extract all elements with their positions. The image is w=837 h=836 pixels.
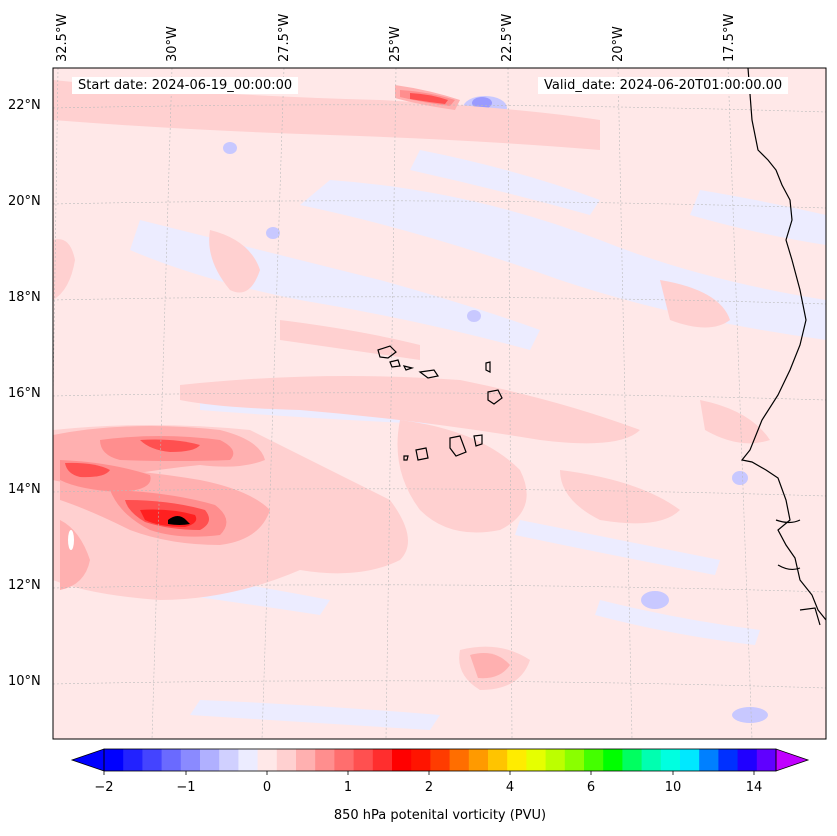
lat-label: 22°N <box>8 98 41 113</box>
lat-label: 16°N <box>8 386 41 401</box>
positive-pv-areas <box>53 80 770 690</box>
colorbar-tick: 0 <box>262 780 272 795</box>
colorbar-cell <box>276 749 297 771</box>
colorbar-cell <box>660 749 681 771</box>
colorbar-cell <box>372 749 393 771</box>
colorbar-cell <box>718 749 739 771</box>
colorbar-cell <box>430 749 451 771</box>
max-pv-blob <box>168 516 190 525</box>
colorbar-cell <box>315 749 335 771</box>
colorbar-cell <box>699 749 719 771</box>
colorbar-tick: −1 <box>176 780 196 795</box>
lat-label: 12°N <box>8 578 41 593</box>
colorbar-under-arrow <box>72 749 104 771</box>
lat-label: 10°N <box>8 674 41 689</box>
colorbar-cell <box>526 749 547 771</box>
colorbar-cell <box>737 749 758 771</box>
colorbar-tick: 2 <box>424 780 434 795</box>
colorbar-tick: 1 <box>343 780 353 795</box>
african-coastline <box>740 68 826 621</box>
colorbar-cell <box>449 749 470 771</box>
start-date-label: Start date: 2024-06-19_00:00:00 <box>72 77 299 94</box>
colorbar-tick: 4 <box>505 780 515 795</box>
colorbar-cell <box>641 749 662 771</box>
colorbar-cell <box>296 749 316 771</box>
colorbar-cell <box>488 749 508 771</box>
lat-label: 18°N <box>8 290 41 305</box>
lat-label: 14°N <box>8 482 41 497</box>
colorbar-cell <box>353 749 374 771</box>
colorbar-cell <box>603 749 623 771</box>
colorbar-tick: 6 <box>586 780 596 795</box>
colorbar-cell <box>180 749 201 771</box>
colorbar-cell <box>238 749 259 771</box>
colorbar-label: 850 hPa potenital vorticity (PVU) <box>333 808 547 823</box>
colorbar-tick: 10 <box>664 780 682 795</box>
colorbar-cell <box>680 749 700 771</box>
colorbar-cell <box>219 749 239 771</box>
colorbar-cell <box>468 749 489 771</box>
colorbar-cell <box>104 749 124 771</box>
colorbar-cell <box>564 749 585 771</box>
colorbar-cell <box>257 749 278 771</box>
colorbar-cell <box>507 749 527 771</box>
colorbar-cell <box>756 749 777 771</box>
colorbar-over-arrow <box>776 749 808 771</box>
colorbar-cell <box>622 749 643 771</box>
colorbar-cell <box>142 749 163 771</box>
colorbar-tick: 14 <box>745 780 763 795</box>
colorbar-cell <box>545 749 566 771</box>
colorbar-cell <box>200 749 220 771</box>
colorbar-cell <box>411 749 431 771</box>
colorbar-cell <box>334 749 355 771</box>
colorbar-cell <box>392 749 412 771</box>
colorbar-cell <box>584 749 604 771</box>
lat-label: 20°N <box>8 194 41 209</box>
colorbar-cell <box>161 749 182 771</box>
valid-date-label: Valid_date: 2024-06-20T01:00:00.00 <box>538 77 789 94</box>
colorbar-tick: −2 <box>94 780 114 795</box>
cape-verde-islands <box>377 345 503 461</box>
colorbar-cell <box>123 749 143 771</box>
